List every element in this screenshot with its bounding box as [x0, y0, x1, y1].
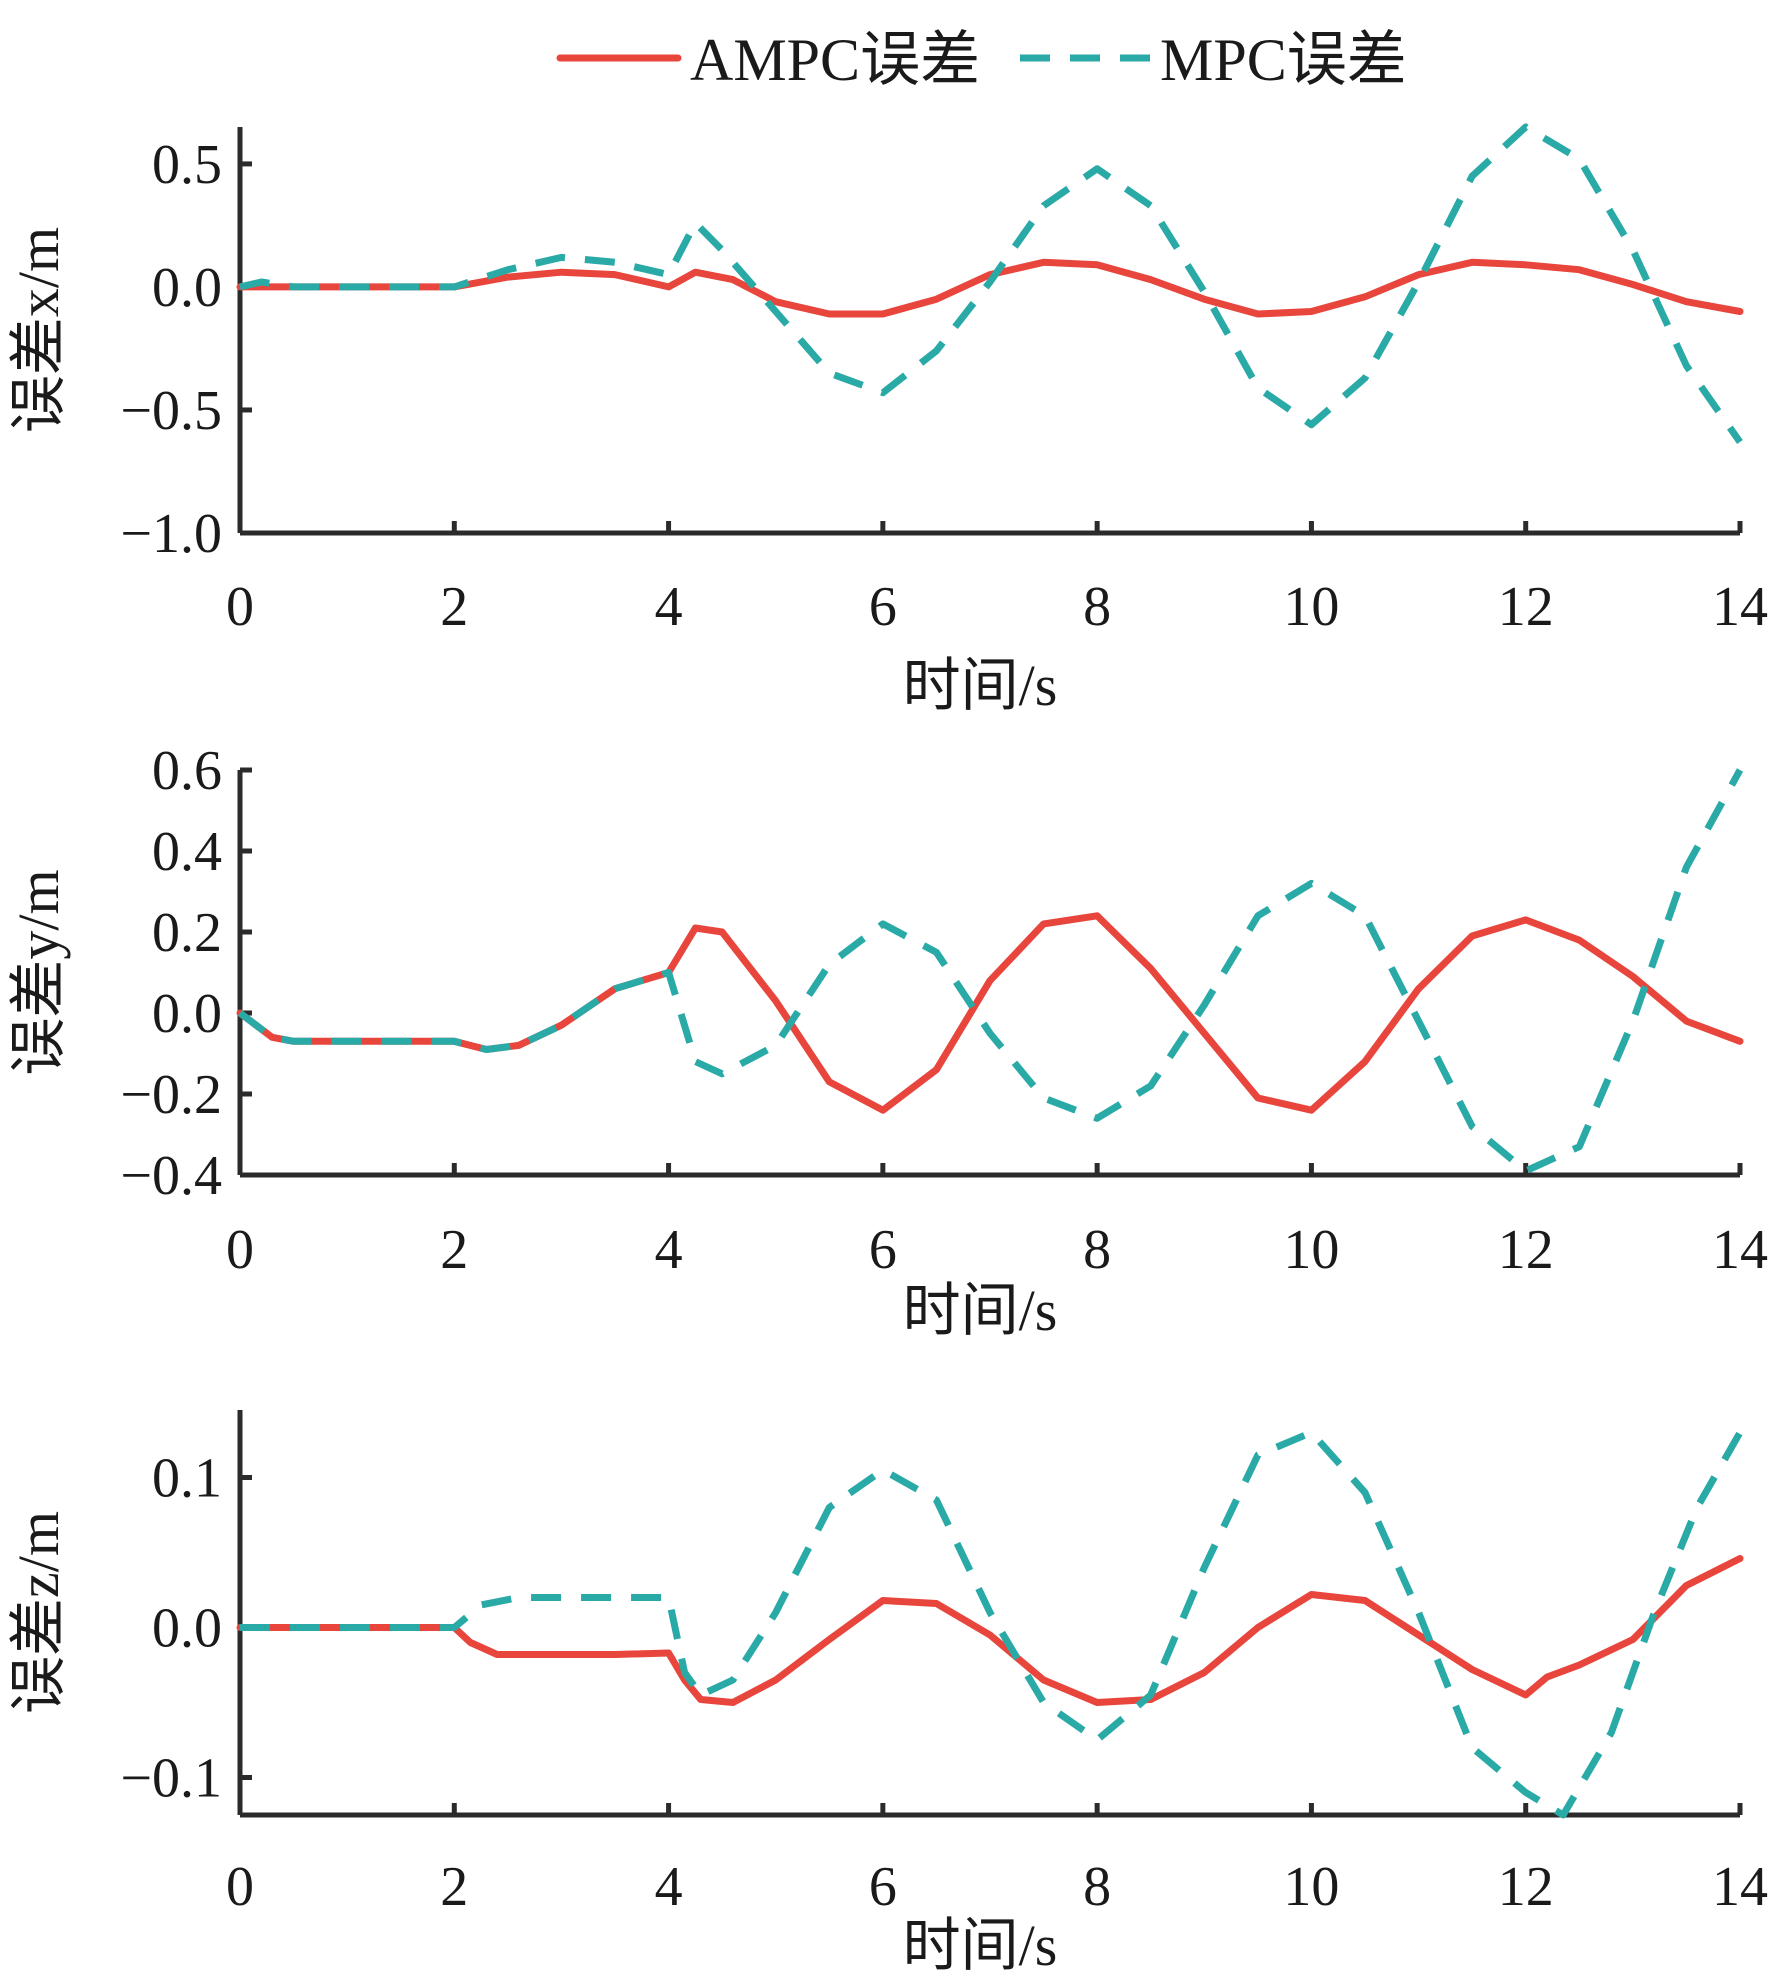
x-tick-label: 2: [440, 576, 468, 638]
x-tick-label: 4: [655, 1856, 683, 1918]
y-tick-label: −0.1: [120, 1748, 222, 1810]
x-tick-label: 12: [1498, 1219, 1554, 1281]
y-tick-label: 0.0: [152, 257, 222, 319]
plot-panels: 0 2 4 6 8 10 12 14 −1.0 −0.5 0.0 0.5 时间/s 误差x/m 0 2 4 6 8 1…: [6, 123, 1768, 1978]
y-tick-label: 0.6: [152, 740, 222, 802]
series-line-mpc: [240, 1429, 1744, 1819]
series-line-mpc: [239, 123, 1743, 445]
x-tick-label: 4: [655, 1219, 683, 1281]
legend: AMPC误差 MPC误差: [556, 27, 1407, 93]
x-tick-label: 8: [1083, 1219, 1111, 1281]
x-tick-label: 10: [1283, 1856, 1339, 1918]
x-tick-label: 0: [226, 1856, 254, 1918]
y-tick-label: −0.5: [120, 380, 222, 442]
x-tick-label: 14: [1712, 1856, 1768, 1918]
chart-panel-3: 0 2 4 6 8 10 12 14 −0.1 0.0 0.1 时间/s 误差z/m: [6, 1410, 1768, 1978]
x-tick-label: 0: [226, 576, 254, 638]
x-tick-label: 4: [655, 576, 683, 638]
y-tick-label: 0.5: [152, 134, 222, 196]
legend-label-ampc: AMPC误差: [690, 27, 980, 93]
x-tick-label: 8: [1083, 576, 1111, 638]
y-tick-label: 0.1: [152, 1448, 222, 1510]
x-tick-label: 0: [226, 1219, 254, 1281]
x-tick-label: 2: [440, 1856, 468, 1918]
y-axis-title: 误差z/m: [6, 1511, 71, 1714]
x-axis-title: 时间/s: [903, 653, 1058, 718]
x-axis-title: 时间/s: [903, 1278, 1058, 1343]
x-tick-label: 10: [1283, 576, 1339, 638]
series-line-ampc: [236, 1555, 1744, 1706]
y-tick-label: −0.4: [120, 1145, 222, 1207]
y-axis-title: 误差x/m: [6, 227, 71, 433]
chart-panel-2: 0 2 4 6 8 10 12 14 −0.4 −0.2 0.0 0.2 0.4 0.6 时间/s 误差y/m: [6, 740, 1768, 1343]
x-tick-label: 6: [869, 1856, 897, 1918]
legend-label-mpc: MPC误差: [1160, 27, 1407, 93]
x-tick-label: 12: [1498, 1856, 1554, 1918]
series-line-ampc: [236, 912, 1744, 1114]
y-axis-title: 误差y/m: [6, 869, 71, 1075]
series-line-ampc: [236, 258, 1744, 318]
x-tick-label: 6: [869, 1219, 897, 1281]
x-tick-label: 12: [1498, 576, 1554, 638]
x-tick-label: 6: [869, 576, 897, 638]
chart-panel-1: 0 2 4 6 8 10 12 14 −1.0 −0.5 0.0 0.5 时间/s 误差x/m: [6, 123, 1768, 718]
y-tick-label: −1.0: [120, 503, 222, 565]
y-tick-label: 0.0: [152, 1598, 222, 1660]
x-tick-label: 10: [1283, 1219, 1339, 1281]
x-axis-title: 时间/s: [903, 1913, 1058, 1978]
series-line-mpc: [237, 768, 1744, 1175]
x-tick-label: 8: [1083, 1856, 1111, 1918]
x-tick-label: 14: [1712, 576, 1768, 638]
y-tick-label: 0.2: [152, 902, 222, 964]
y-tick-label: 0.4: [152, 821, 222, 883]
y-tick-label: 0.0: [152, 983, 222, 1045]
x-tick-label: 2: [440, 1219, 468, 1281]
y-tick-label: −0.2: [120, 1064, 222, 1126]
x-tick-label: 14: [1712, 1219, 1768, 1281]
